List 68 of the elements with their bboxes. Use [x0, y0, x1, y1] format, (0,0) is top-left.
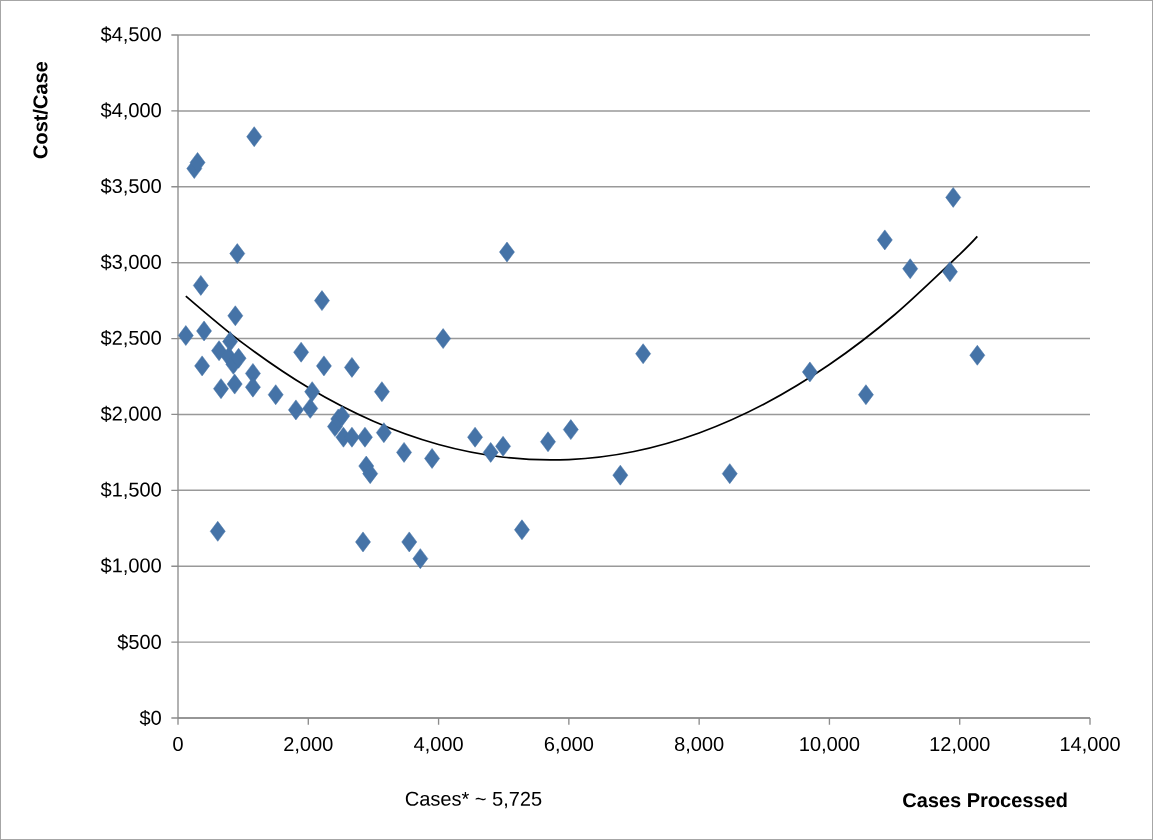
line-series [184, 235, 979, 461]
text: Cases* ~ 5,725 [405, 791, 542, 809]
x-tick-label: 2,000 [284, 736, 333, 754]
y-tick-label: $4,000 [100, 102, 161, 120]
point [314, 290, 330, 311]
y-axis-title: Cost/Case [32, 61, 48, 159]
point [178, 325, 194, 346]
point [374, 381, 390, 402]
point [229, 243, 246, 264]
point [227, 305, 244, 327]
point [355, 531, 371, 553]
point [877, 229, 893, 251]
x-tick-label: 0 [173, 736, 183, 752]
y-tick-label: $4,500 [100, 26, 161, 44]
y-tick-label: $1,500 [100, 481, 161, 500]
point [540, 431, 556, 453]
point [376, 422, 392, 443]
point [246, 126, 262, 147]
point [563, 419, 579, 440]
x-tick-label: 6,000 [544, 736, 594, 754]
y-tick-label: $3,500 [100, 178, 161, 196]
point [316, 355, 332, 377]
point [514, 519, 530, 541]
x-tick-label: 12,000 [930, 736, 990, 754]
point [209, 521, 226, 542]
point [412, 548, 429, 569]
point [226, 373, 243, 395]
point [344, 357, 360, 378]
point [302, 398, 319, 419]
point [612, 464, 629, 486]
x-axis-title: Cases Processed [903, 792, 1067, 808]
point [222, 331, 238, 352]
point [902, 258, 918, 280]
point [344, 426, 360, 448]
point [435, 328, 451, 349]
point [969, 344, 986, 366]
point [424, 448, 440, 469]
point [858, 384, 874, 405]
point [196, 320, 212, 342]
point [499, 241, 515, 263]
point [194, 355, 210, 377]
point [401, 531, 418, 553]
point [288, 399, 304, 421]
point [945, 187, 961, 208]
y-tick-label: $2,500 [100, 329, 161, 348]
point [467, 426, 483, 448]
point [942, 261, 958, 283]
x-tick-label: 8,000 [675, 736, 724, 754]
point [495, 436, 511, 457]
x-tick-label: 10,000 [800, 736, 860, 754]
point [357, 426, 373, 448]
point [396, 442, 412, 463]
point [721, 463, 738, 484]
point [304, 381, 320, 402]
x-tick-label: 4,000 [414, 736, 463, 754]
point [635, 343, 651, 365]
point [213, 378, 229, 399]
y-tick-label: $3,000 [100, 253, 161, 272]
point [193, 275, 209, 296]
y-tick-label: $1,000 [100, 557, 161, 575]
point [293, 341, 309, 363]
point [482, 442, 499, 463]
y-tick-label: $0 [139, 709, 161, 727]
point [802, 361, 818, 383]
x-tick-label: 14,000 [1060, 736, 1120, 754]
point [267, 384, 284, 405]
y-tick-label: $2,000 [100, 405, 161, 424]
y-tick-label: $500 [117, 634, 161, 651]
